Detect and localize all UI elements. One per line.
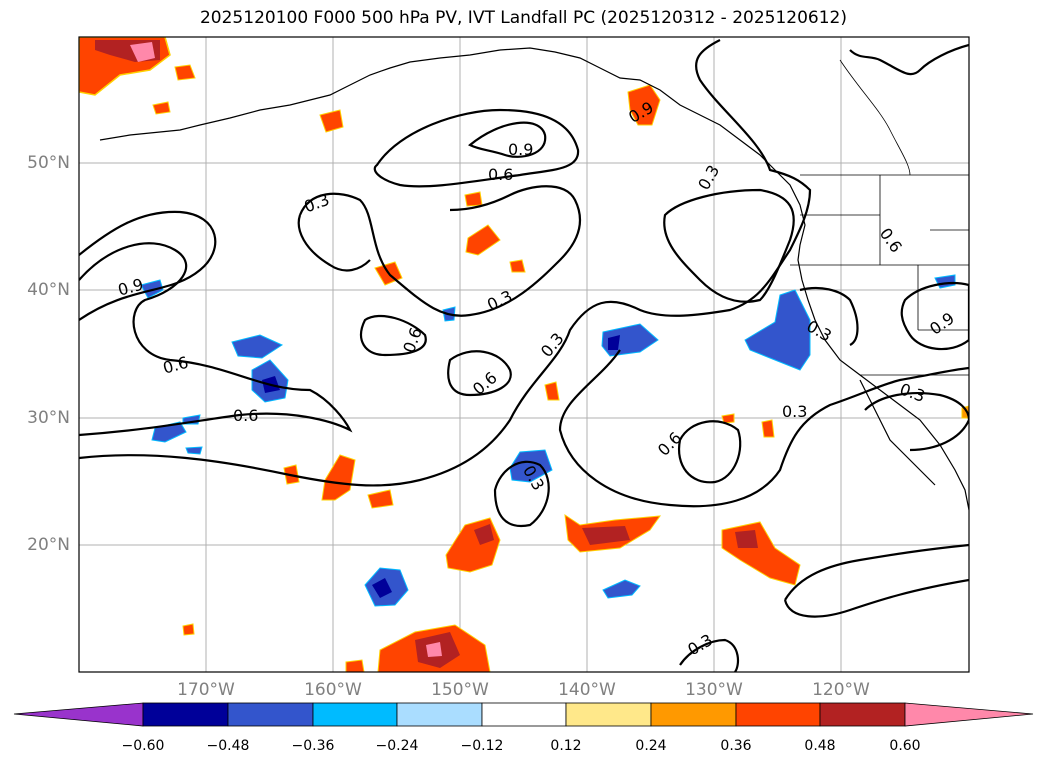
- colorbar-tick: 0.60: [889, 738, 921, 754]
- colorbar-swatch: [819, 702, 906, 727]
- contour-label: 0.3: [782, 402, 807, 421]
- colorbar-swatch: [142, 702, 229, 727]
- contour-label: 0.6: [233, 406, 258, 425]
- lat-label-30: 30°N: [27, 408, 70, 428]
- contour-label: 0.9: [116, 275, 146, 300]
- lon-label-130w: 130°W: [685, 680, 743, 700]
- contour-label: 0.3: [694, 162, 723, 194]
- contour-label: 0.3: [897, 379, 927, 406]
- colorbar-tick: −0.24: [375, 738, 419, 754]
- colorbar-tick: −0.48: [206, 738, 250, 754]
- colorbar-swatch: [13, 702, 144, 727]
- colorbar-tick: −0.12: [460, 738, 504, 754]
- contour-label: 0.6: [488, 165, 513, 184]
- colorbar-swatch: [396, 702, 483, 727]
- contour-label: 0.6: [654, 428, 685, 459]
- colorbar-swatch: [735, 702, 821, 727]
- contour-label: 0.9: [508, 140, 533, 159]
- map-frame: [78, 36, 970, 673]
- colorbar: [13, 702, 1034, 727]
- colorbar-tick: −0.36: [291, 738, 335, 754]
- contour-label: 0.6: [161, 353, 191, 378]
- coastlines: [99, 47, 969, 511]
- political-borders: [790, 59, 969, 376]
- lon-label-170w: 170°W: [177, 680, 235, 700]
- colorbar-swatch: [312, 702, 398, 727]
- colorbar-swatch: [481, 702, 567, 727]
- contour-label: 0.6: [399, 325, 426, 355]
- lon-label-120w: 120°W: [812, 680, 870, 700]
- lon-label-140w: 140°W: [558, 680, 616, 700]
- lat-label-40: 40°N: [27, 280, 70, 300]
- colorbar-swatch: [650, 702, 737, 727]
- colorbar-swatch: [904, 702, 1034, 727]
- lat-label-20: 20°N: [27, 535, 70, 555]
- colorbar-tick: −0.60: [121, 738, 165, 754]
- colorbar-tick: 0.36: [720, 738, 752, 754]
- colorbar-tick: 0.24: [635, 738, 667, 754]
- pc-contours: [79, 39, 969, 672]
- colorbar-tick: 0.12: [550, 738, 582, 754]
- pv-positive-fill: [79, 37, 969, 672]
- colorbar-swatch: [565, 702, 652, 727]
- contour-label: 0.9: [926, 309, 958, 339]
- lon-label-150w: 150°W: [431, 680, 489, 700]
- colorbar-swatch: [227, 702, 314, 727]
- colorbar-tick: 0.48: [804, 738, 836, 754]
- lat-label-50: 50°N: [27, 153, 70, 173]
- pv-negative-fill: [140, 274, 956, 607]
- lon-label-160w: 160°W: [304, 680, 362, 700]
- contour-label: 0.3: [537, 329, 568, 361]
- map-title: 2025120100 F000 500 hPa PV, IVT Landfall…: [199, 8, 847, 28]
